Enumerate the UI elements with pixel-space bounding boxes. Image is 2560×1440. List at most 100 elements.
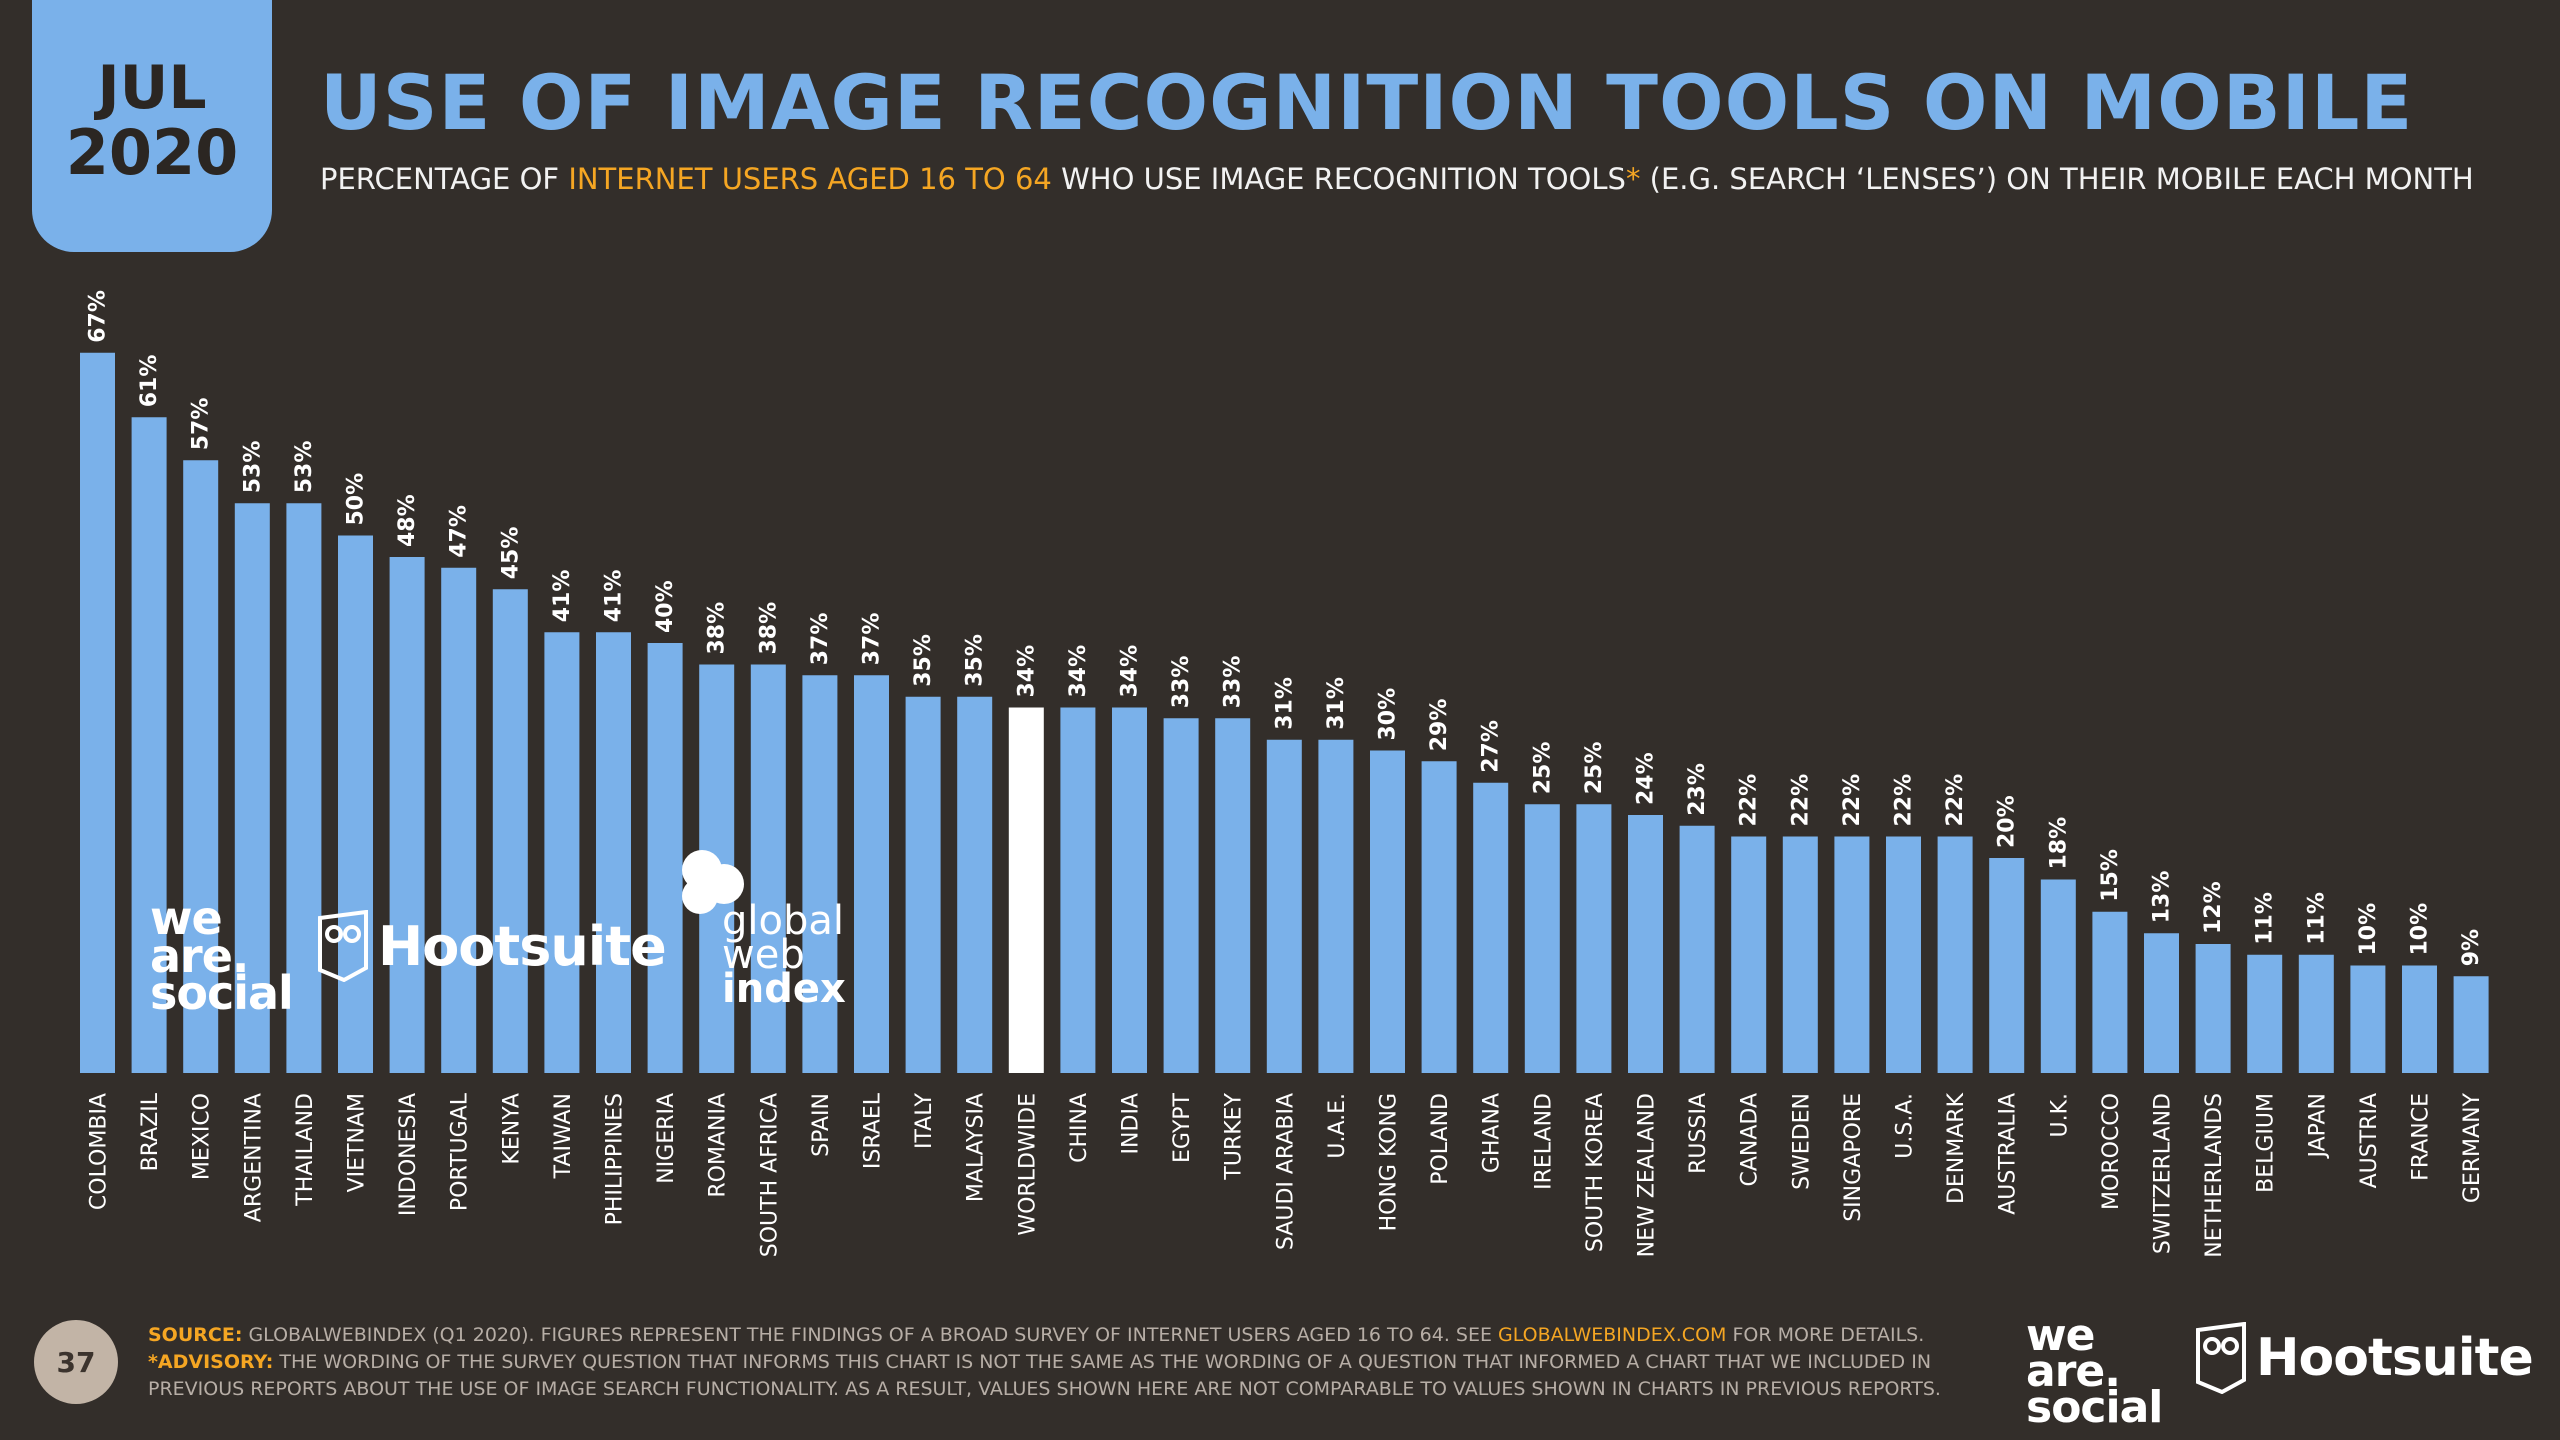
bar-italy bbox=[905, 696, 941, 1073]
category-label: FRANCE bbox=[2409, 1093, 2434, 1181]
bar-worldwide bbox=[1008, 707, 1044, 1073]
bar-taiwan bbox=[544, 632, 580, 1073]
category-label: IRELAND bbox=[1531, 1093, 1556, 1190]
category-label: GERMANY bbox=[2460, 1092, 2485, 1203]
bar-ghana bbox=[1473, 782, 1509, 1073]
category-label: NIGERIA bbox=[654, 1093, 679, 1184]
bar-japan bbox=[2298, 954, 2334, 1073]
value-label: 12% bbox=[2201, 881, 2226, 934]
footer-logo-word-are: are. bbox=[2026, 1346, 2121, 1398]
bar-egypt bbox=[1163, 718, 1199, 1073]
category-label: HONG KONG bbox=[1377, 1093, 1402, 1231]
bar-nigeria bbox=[647, 643, 683, 1073]
value-label: 48% bbox=[395, 494, 420, 547]
value-label: 53% bbox=[240, 441, 265, 494]
bar-netherlands bbox=[2195, 944, 2231, 1073]
category-label: SAUDI ARABIA bbox=[1273, 1093, 1298, 1250]
bar-switzerland bbox=[2144, 933, 2179, 1073]
category-label: CHINA bbox=[1067, 1093, 1092, 1163]
hootsuite-footer-logo: Hootsuite bbox=[2196, 1322, 2534, 1394]
bar-india bbox=[1112, 707, 1147, 1073]
category-label: TAIWAN bbox=[551, 1093, 576, 1179]
bar-portugal bbox=[441, 567, 477, 1073]
category-label: TURKEY bbox=[1222, 1092, 1247, 1180]
value-label: 27% bbox=[1479, 720, 1504, 773]
hootsuite-owl-icon bbox=[318, 910, 368, 982]
value-label: 25% bbox=[1530, 742, 1555, 795]
value-label: 15% bbox=[2098, 849, 2123, 902]
value-label: 22% bbox=[1788, 774, 1813, 827]
value-label: 20% bbox=[1995, 795, 2020, 848]
category-label: PHILIPPINES bbox=[603, 1093, 628, 1225]
category-label: ROMANIA bbox=[706, 1093, 731, 1198]
bar-indonesia bbox=[389, 557, 425, 1073]
category-label: SOUTH AFRICA bbox=[757, 1093, 782, 1257]
bar-malaysia bbox=[957, 696, 993, 1073]
gwi-word-web: web bbox=[722, 932, 805, 978]
category-label: U.S.A. bbox=[1893, 1093, 1918, 1159]
category-label: RUSSIA bbox=[1686, 1093, 1711, 1174]
page-number: 37 bbox=[34, 1320, 118, 1404]
category-label: MEXICO bbox=[190, 1093, 215, 1180]
category-label: BRAZIL bbox=[138, 1092, 163, 1171]
category-label: U.K. bbox=[2047, 1093, 2072, 1138]
hootsuite-wordmark: Hootsuite bbox=[378, 914, 667, 978]
bar-singapore bbox=[1834, 836, 1870, 1073]
value-label: 34% bbox=[1066, 645, 1091, 698]
bar-poland bbox=[1421, 761, 1457, 1073]
value-label: 22% bbox=[1840, 774, 1865, 827]
source-link[interactable]: GLOBALWEBINDEX.COM bbox=[1498, 1324, 1727, 1346]
value-label: 37% bbox=[808, 613, 833, 666]
value-label: 33% bbox=[1169, 656, 1194, 709]
page-title: USE OF IMAGE RECOGNITION TOOLS ON MOBILE bbox=[320, 58, 2414, 147]
date-month: JUL bbox=[97, 52, 207, 123]
category-label: SINGAPORE bbox=[1841, 1093, 1866, 1222]
category-label: ARGENTINA bbox=[241, 1093, 266, 1222]
value-label: 22% bbox=[1892, 774, 1917, 827]
value-label: 10% bbox=[2408, 903, 2433, 956]
value-label: 31% bbox=[1324, 677, 1349, 730]
category-label: EGYPT bbox=[1170, 1092, 1195, 1163]
category-label: SWEDEN bbox=[1789, 1093, 1814, 1190]
category-label: ITALY bbox=[912, 1092, 937, 1149]
bar-saudi-arabia bbox=[1266, 739, 1302, 1073]
category-label: BELGIUM bbox=[2254, 1093, 2279, 1193]
value-label: 18% bbox=[2046, 817, 2071, 870]
bar-hong-kong bbox=[1370, 750, 1405, 1073]
value-label: 37% bbox=[860, 613, 885, 666]
category-label: COLOMBIA bbox=[87, 1093, 112, 1210]
bar-germany bbox=[2453, 976, 2489, 1073]
value-label: 11% bbox=[2304, 892, 2329, 945]
category-label: ISRAEL bbox=[861, 1092, 886, 1169]
hootsuite-footer-wordmark: Hootsuite bbox=[2256, 1328, 2534, 1388]
source-end: FOR MORE DETAILS. bbox=[1726, 1324, 1925, 1346]
value-label: 45% bbox=[498, 527, 523, 580]
value-label: 33% bbox=[1221, 656, 1246, 709]
bar-morocco bbox=[2092, 911, 2128, 1073]
bar-south-africa bbox=[750, 664, 786, 1073]
value-label: 35% bbox=[963, 634, 988, 687]
bar-argentina bbox=[234, 503, 270, 1073]
advisory-label: *ADVISORY: bbox=[148, 1351, 274, 1373]
bar-philippines bbox=[596, 632, 631, 1073]
bar-israel bbox=[854, 675, 889, 1073]
bar-turkey bbox=[1215, 718, 1251, 1073]
advisory-note: *ADVISORY: THE WORDING OF THE SURVEY QUE… bbox=[148, 1349, 1988, 1403]
value-label: 22% bbox=[1943, 774, 1968, 827]
subtitle-part2: WHO USE IMAGE RECOGNITION TOOLS bbox=[1051, 162, 1626, 196]
value-label: 47% bbox=[447, 505, 472, 558]
date-badge: JUL 2020 bbox=[32, 0, 272, 252]
value-label: 35% bbox=[911, 634, 936, 687]
hootsuite-footer-owl-icon bbox=[2196, 1322, 2246, 1394]
bar-denmark bbox=[1937, 836, 1973, 1073]
bar-france bbox=[2402, 965, 2437, 1073]
category-label: THAILAND bbox=[293, 1093, 318, 1207]
category-label: VIETNAM bbox=[345, 1093, 370, 1192]
category-label: KENYA bbox=[499, 1093, 524, 1165]
category-label: MOROCCO bbox=[2099, 1093, 2124, 1210]
value-label: 61% bbox=[137, 355, 162, 408]
category-label: JAPAN bbox=[2305, 1093, 2330, 1160]
source-label: SOURCE: bbox=[148, 1324, 243, 1346]
value-label: 13% bbox=[2150, 871, 2175, 924]
bar-brazil bbox=[131, 417, 167, 1073]
